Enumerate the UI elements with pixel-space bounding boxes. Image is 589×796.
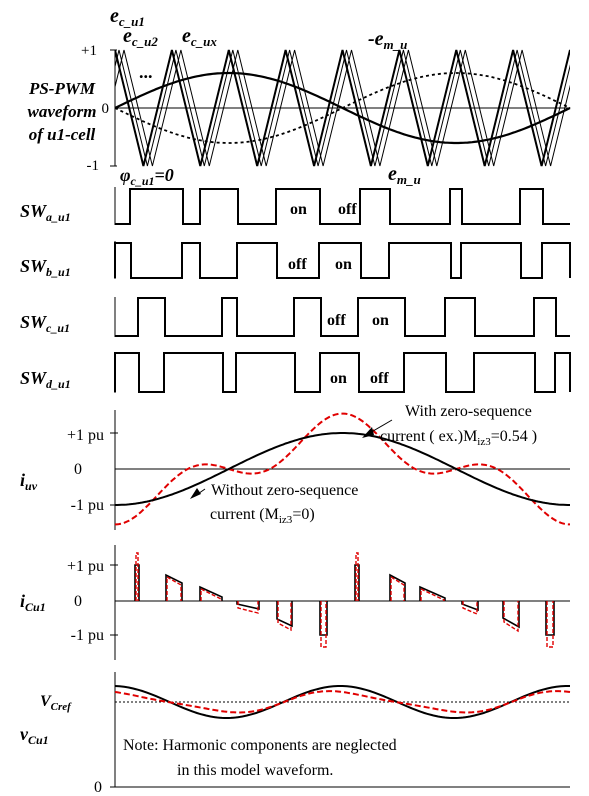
switch-panels: SWa_u1 on off SWb_u1 off on SWc_u1 off o… [20, 187, 571, 393]
switch-waveform-b [114, 242, 571, 279]
mod-label: em_u [388, 163, 421, 187]
vcu-panel: VCref 0 vCu1 Note: Harmonic components a… [20, 672, 571, 796]
carrier-label-ux: ec_ux [182, 25, 217, 49]
carrier-wave-3 [115, 49, 570, 167]
icu-pulse-zero-sequence [355, 552, 359, 601]
icu-pulse-zero-sequence [546, 601, 554, 648]
iuv-annot-without-line1: Without zero-sequence [211, 482, 358, 499]
switch-state-right-c: on [372, 312, 389, 329]
switch-label-d: SWd_u1 [20, 368, 71, 391]
icu-panel: +1 pu 0 -1 pu iCu1 [20, 545, 570, 660]
pwm-title-line3: of u1-cell [29, 125, 96, 144]
switch-state-right-d: off [370, 370, 389, 387]
icu-pulse-zero-sequence [166, 575, 182, 601]
switch-row-c: SWc_u1 off on [20, 297, 570, 337]
iuv-curve-base [115, 432, 570, 506]
iuv-tick-minus-label: -1 pu [71, 497, 104, 514]
carrier-wave-1 [115, 49, 570, 167]
iuv-annot-with-line1: With zero-sequence [405, 403, 532, 420]
icu-pulse-zero-sequence [135, 552, 139, 601]
vcu-note-line1: Note: Harmonic components are neglected [123, 737, 397, 754]
icu-pulse [319, 601, 328, 636]
switch-label-b: SWb_u1 [20, 256, 71, 279]
switch-label-c: SWc_u1 [20, 312, 70, 335]
switch-waveform-a [115, 188, 570, 225]
vcu-tick-zero-label: 0 [94, 779, 102, 796]
icu-tick-plus-label: +1 pu [67, 558, 104, 575]
switch-state-right-a: off [338, 201, 357, 218]
switch-row-b: SWb_u1 off on [20, 241, 571, 279]
icu-pulse-zero-sequence [390, 575, 405, 601]
icu-pulse-zero-sequence [420, 587, 445, 601]
switch-state-left-b: off [288, 256, 307, 273]
switch-state-left-c: off [327, 312, 346, 329]
switch-state-left-a: on [290, 201, 307, 218]
icu-tick-zero-label: 0 [74, 593, 82, 610]
icu-pulse-zero-sequence [503, 601, 519, 633]
icu-pulse [199, 585, 223, 601]
iuv-annot-with-arrowhead [362, 427, 374, 438]
switch-state-right-b: on [335, 256, 352, 273]
pwm-tick-plus-label: +1 [81, 43, 97, 59]
icu-pulse [419, 585, 446, 601]
modulation-wave [114, 71, 571, 145]
icu-pulse-zero-sequence [200, 587, 222, 601]
neg-mod-label: -em_u [368, 28, 407, 52]
icu-pulse [545, 601, 555, 636]
carrier-wave-2 [115, 49, 570, 167]
icu-pulse-train [134, 552, 555, 648]
carrier-label-u1: ec_u1 [110, 5, 145, 29]
iuv-tick-zero-label: 0 [74, 461, 82, 478]
vcu-label: vCu1 [20, 724, 49, 747]
switch-row-d: SWd_u1 on off [20, 352, 571, 393]
vcu-note-line2: in this model waveform. [177, 762, 333, 779]
icu-pulse-zero-sequence [237, 601, 259, 614]
carrier-label-u2: ec_u2 [123, 25, 158, 49]
pwm-panel: +1 0 -1 PS-PWM waveform of u1-cell ec_u1… [28, 5, 571, 188]
vcu-curve-zero-sequence [114, 690, 571, 714]
icu-pulse-zero-sequence [462, 601, 478, 616]
pwm-carriers [115, 49, 570, 167]
switch-waveform-c [115, 297, 570, 337]
switch-label-a: SWa_u1 [20, 201, 71, 224]
icu-pulse [461, 601, 479, 612]
pwm-title-line1: PS-PWM [28, 79, 96, 98]
icu-pulse-zero-sequence [277, 601, 292, 632]
switch-state-left-d: on [330, 370, 347, 387]
switch-row-a: SWa_u1 on off [20, 187, 570, 225]
pwm-title-line2: waveform [28, 102, 97, 121]
icu-label: iCu1 [20, 591, 46, 614]
iuv-tick-plus-label: +1 pu [67, 427, 104, 444]
pwm-tick-zero-label: 0 [102, 101, 110, 117]
icu-pulse [502, 601, 520, 629]
phase-label: φc_u1=0 [120, 165, 174, 188]
iuv-annot-without-line2: current (Miz3=0) [210, 506, 315, 526]
iuv-curve-zero-sequence [115, 412, 570, 526]
icu-pulse [276, 601, 293, 628]
icu-pulse [389, 573, 406, 601]
vcu-curve-base [114, 685, 570, 719]
iuv-label: iuv [20, 470, 38, 493]
icu-pulse [236, 601, 260, 611]
carrier-ellipsis: ... [139, 62, 153, 82]
pwm-tick-minus-label: -1 [87, 158, 100, 174]
iuv-annot-without-arrowhead [190, 488, 201, 499]
switch-waveform-d [114, 352, 571, 393]
icu-pulse [354, 564, 360, 601]
icu-pulse [165, 573, 183, 601]
iuv-panel: +1 pu 0 -1 pu iuv With zero-sequence cur… [20, 403, 570, 530]
vcu-ref-label: VCref [40, 693, 72, 713]
iuv-annot-with-line2: current ( ex.)Miz3=0.54 ) [380, 428, 537, 448]
icu-tick-minus-label: -1 pu [71, 627, 104, 644]
icu-pulse [134, 564, 140, 601]
icu-pulse-zero-sequence [320, 601, 327, 648]
